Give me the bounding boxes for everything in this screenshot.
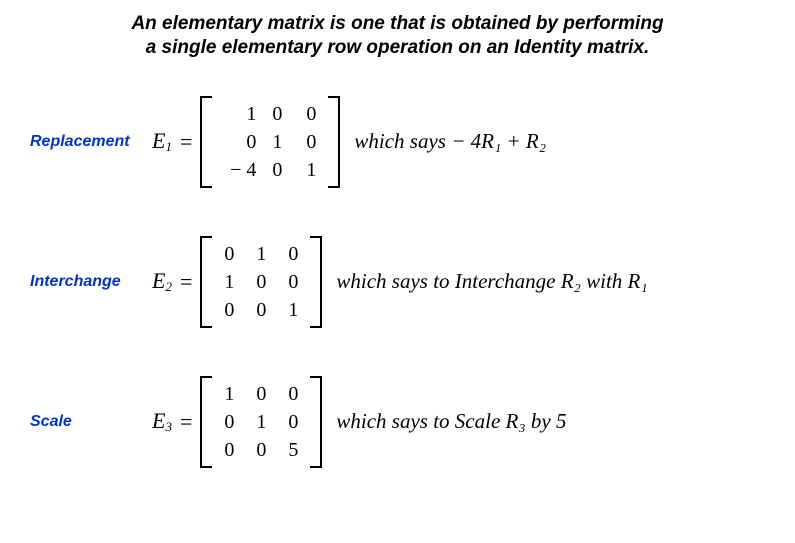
explain-prefix-3: which says to Scale xyxy=(336,409,505,433)
equals-1: = xyxy=(172,129,200,155)
m3-r1c2: 0 xyxy=(280,408,306,436)
explain-math-2: R₂ with R₁ xyxy=(561,269,648,293)
matrix-name-2: E2 xyxy=(152,268,172,295)
m1-r2c2: 1 xyxy=(298,156,324,184)
op-label-interchange: Interchange xyxy=(30,273,152,291)
math-block-3: E3 = 1 0 0 0 1 0 0 0 5 which say xyxy=(152,376,566,468)
matrix-name-base-2: E xyxy=(152,268,165,293)
explain-prefix-1: which says xyxy=(354,129,451,153)
explain-2: which says to Interchange R₂ with R₁ xyxy=(322,269,647,294)
m2-r0c2: 0 xyxy=(280,240,306,268)
explain-prefix-2: which says to Interchange xyxy=(336,269,560,293)
explain-1: which says − 4R₁ + R₂ xyxy=(340,129,546,154)
bracket-left-2 xyxy=(200,236,212,328)
bracket-right-1 xyxy=(328,96,340,188)
page-root: An elementary matrix is one that is obta… xyxy=(0,0,795,543)
example-row-scale: Scale E3 = 1 0 0 0 1 0 0 0 5 xyxy=(30,376,765,468)
m3-r0c2: 0 xyxy=(280,380,306,408)
math-block-1: E1 = 1 0 0 0 1 0 − 4 0 1 which s xyxy=(152,96,546,188)
explain-3: which says to Scale R₃ by 5 xyxy=(322,409,566,434)
m1-r1c0: 0 xyxy=(216,128,256,156)
m2-r1c2: 0 xyxy=(280,268,306,296)
matrix-name-1: E1 xyxy=(152,128,172,155)
m2-r2c0: 0 xyxy=(216,296,242,324)
explain-math-1: − 4R₁ + R₂ xyxy=(451,129,546,153)
math-block-2: E2 = 0 1 0 1 0 0 0 0 1 which say xyxy=(152,236,648,328)
m1-r1c2: 0 xyxy=(298,128,324,156)
m3-r1c0: 0 xyxy=(216,408,242,436)
equals-3: = xyxy=(172,409,200,435)
m1-r2c0: − 4 xyxy=(216,156,256,184)
matrix-name-3: E3 xyxy=(152,408,172,435)
m1-r1c1: 1 xyxy=(264,128,290,156)
matrix-1: 1 0 0 0 1 0 − 4 0 1 xyxy=(200,96,340,188)
m2-r1c1: 0 xyxy=(248,268,274,296)
op-label-scale: Scale xyxy=(30,413,152,431)
explain-math-3: R₃ by 5 xyxy=(506,409,567,433)
matrix-grid-2: 0 1 0 1 0 0 0 0 1 xyxy=(212,236,310,328)
m1-r0c0: 1 xyxy=(216,100,256,128)
m2-r0c0: 0 xyxy=(216,240,242,268)
bracket-right-2 xyxy=(310,236,322,328)
m3-r0c0: 1 xyxy=(216,380,242,408)
heading-line-1: An elementary matrix is one that is obta… xyxy=(131,13,663,34)
m3-r2c1: 0 xyxy=(248,436,274,464)
matrix-2: 0 1 0 1 0 0 0 0 1 xyxy=(200,236,322,328)
matrix-name-base-1: E xyxy=(152,128,165,153)
bracket-left-1 xyxy=(200,96,212,188)
m2-r2c1: 0 xyxy=(248,296,274,324)
example-row-interchange: Interchange E2 = 0 1 0 1 0 0 0 0 1 xyxy=(30,236,765,328)
m2-r2c2: 1 xyxy=(280,296,306,324)
bracket-left-3 xyxy=(200,376,212,468)
matrix-grid-3: 1 0 0 0 1 0 0 0 5 xyxy=(212,376,310,468)
matrix-grid-1: 1 0 0 0 1 0 − 4 0 1 xyxy=(212,96,328,188)
heading-line-2: a single elementary row operation on an … xyxy=(146,37,650,58)
equals-2: = xyxy=(172,269,200,295)
m3-r0c1: 0 xyxy=(248,380,274,408)
m2-r1c0: 1 xyxy=(216,268,242,296)
m1-r0c1: 0 xyxy=(264,100,290,128)
m2-r0c1: 1 xyxy=(248,240,274,268)
m3-r2c0: 0 xyxy=(216,436,242,464)
matrix-3: 1 0 0 0 1 0 0 0 5 xyxy=(200,376,322,468)
matrix-name-base-3: E xyxy=(152,408,165,433)
op-label-replacement: Replacement xyxy=(30,133,152,151)
m1-r0c2: 0 xyxy=(298,100,324,128)
m3-r2c2: 5 xyxy=(280,436,306,464)
bracket-right-3 xyxy=(310,376,322,468)
page-heading: An elementary matrix is one that is obta… xyxy=(58,12,738,60)
example-row-replacement: Replacement E1 = 1 0 0 0 1 0 − 4 0 1 xyxy=(30,96,765,188)
m1-r2c1: 0 xyxy=(264,156,290,184)
m3-r1c1: 1 xyxy=(248,408,274,436)
